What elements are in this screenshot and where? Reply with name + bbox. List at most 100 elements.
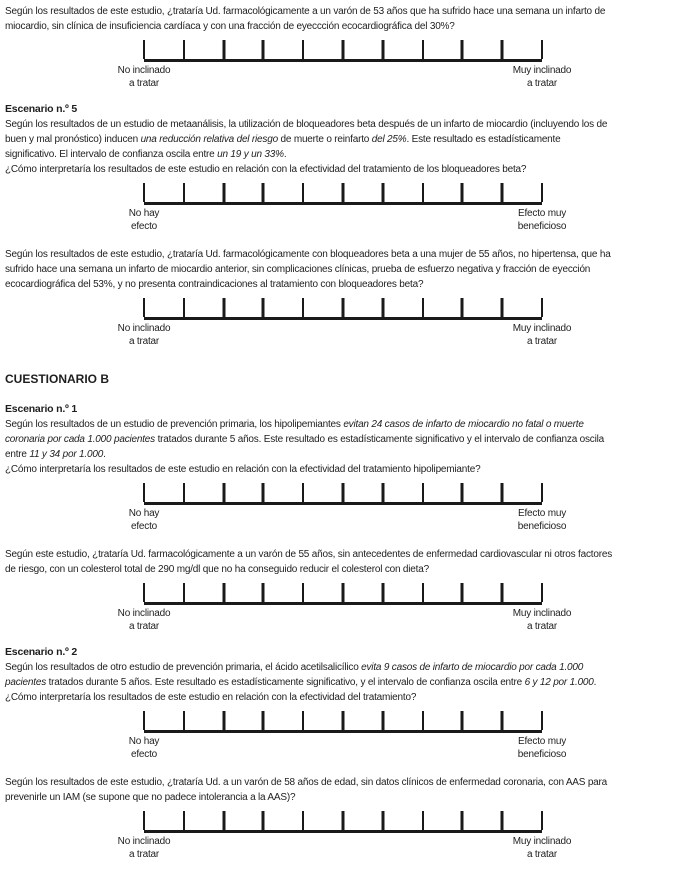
scale-tick xyxy=(381,483,385,502)
scale-tick xyxy=(541,183,543,202)
text-line: prevenirle un IAM (se supone que no pade… xyxy=(5,792,296,803)
scale-tick xyxy=(541,298,543,317)
text-line: Según este estudio, ¿trataría Ud. farmac… xyxy=(5,549,613,560)
scale-left-label-line2: a tratar xyxy=(128,78,160,89)
scale-tick xyxy=(182,711,185,730)
scenario-1-heading: Escenario n.º 1 xyxy=(5,403,78,415)
scale-left-label-line1: No hay xyxy=(128,736,160,747)
scale-left-label: No inclinado a tratar xyxy=(79,322,209,348)
scale-left-label-line1: No hay xyxy=(128,508,160,519)
vas-scale-ticks xyxy=(143,583,543,605)
vas-scale-treat-intro: No inclinado a tratar Muy inclinado a tr… xyxy=(118,40,571,90)
scale-tick xyxy=(222,298,226,317)
text-line: ¿Cómo interpretaría los resultados de es… xyxy=(5,692,417,703)
vas-scale-effect-scenario5: No hay efecto Efecto muy beneficioso xyxy=(129,183,567,233)
scale-tick xyxy=(261,811,265,830)
scale-tick xyxy=(460,583,464,602)
scale-tick xyxy=(500,298,504,317)
scale-tick xyxy=(143,40,145,59)
scale-tick xyxy=(460,711,464,730)
text-line: significativo. El intervalo de confianza… xyxy=(5,149,287,160)
scenario-2-followup: Según los resultados de este estudio, ¿t… xyxy=(5,775,681,805)
scale-right-label-line2: beneficioso xyxy=(517,221,567,232)
scenario-2-body: Según los resultados de otro estudio de … xyxy=(5,660,681,705)
vas-scale-labels: No inclinado a tratar Muy inclinado a tr… xyxy=(118,607,572,633)
vas-scale-ticks xyxy=(143,811,543,833)
scale-right-label-line2: a tratar xyxy=(526,621,558,632)
scale-tick xyxy=(222,183,226,202)
scale-left-label: No inclinado a tratar xyxy=(79,607,209,633)
scale-tick xyxy=(500,711,504,730)
scale-tick xyxy=(381,583,385,602)
scale-right-label-line2: a tratar xyxy=(526,336,558,347)
scale-tick xyxy=(222,811,226,830)
scale-right-label-line2: a tratar xyxy=(526,78,558,89)
scale-right-label: Efecto muy beneficioso xyxy=(477,207,607,233)
text-line: entre 11 y 34 por 1.000. xyxy=(5,449,106,460)
scale-tick xyxy=(460,183,464,202)
scale-tick xyxy=(302,811,305,830)
vas-scale-treat-scenario5: No inclinado a tratar Muy inclinado a tr… xyxy=(118,298,572,348)
scale-right-label-line1: Efecto muy xyxy=(517,508,567,519)
scale-tick xyxy=(341,298,345,317)
scale-tick xyxy=(381,183,385,202)
scale-tick xyxy=(421,40,424,59)
scale-tick xyxy=(302,483,305,502)
text-line: sufrido hace una semana un infarto de mi… xyxy=(5,264,591,275)
scale-tick xyxy=(341,483,345,502)
scale-tick xyxy=(143,711,145,730)
vas-scale-treat-scenario1: No inclinado a tratar Muy inclinado a tr… xyxy=(118,583,572,633)
text-line: ecocardiográfica del 53%, y no presenta … xyxy=(5,279,424,290)
scale-tick xyxy=(222,40,226,59)
scale-left-label-line1: No inclinado xyxy=(117,65,171,76)
scale-tick xyxy=(341,183,345,202)
scale-tick xyxy=(460,811,464,830)
vas-scale-labels: No hay efecto Efecto muy beneficioso xyxy=(129,207,567,233)
scale-tick xyxy=(500,811,504,830)
scale-right-label-line1: Efecto muy xyxy=(517,208,567,219)
vas-scale-labels: No inclinado a tratar Muy inclinado a tr… xyxy=(118,322,572,348)
scale-tick xyxy=(261,583,265,602)
scale-tick xyxy=(182,183,185,202)
scale-tick xyxy=(143,298,145,317)
scale-left-label-line2: a tratar xyxy=(128,849,160,860)
scale-tick xyxy=(421,183,424,202)
text-line: pacientes tratados durante 5 años. Este … xyxy=(5,677,597,688)
vas-scale-effect-scenario2: No hay efecto Efecto muy beneficioso xyxy=(129,711,566,761)
vas-scale-ticks xyxy=(143,40,543,62)
scale-tick xyxy=(381,298,385,317)
scenario-5-heading: Escenario n.º 5 xyxy=(5,103,78,115)
scale-tick xyxy=(500,483,504,502)
scale-tick xyxy=(222,583,226,602)
scale-tick xyxy=(261,483,265,502)
scenario-5-followup: Según los resultados de este estudio, ¿t… xyxy=(5,247,681,292)
vas-scale-ticks xyxy=(143,183,543,205)
vas-scale-ticks xyxy=(143,483,543,505)
text-line: Según los resultados de este estudio, ¿t… xyxy=(5,777,608,788)
scale-tick xyxy=(261,40,265,59)
scale-left-label-line2: a tratar xyxy=(128,621,160,632)
scale-tick xyxy=(460,483,464,502)
scale-right-label: Efecto muy beneficioso xyxy=(477,735,607,761)
scale-right-label: Muy inclinado a tratar xyxy=(477,64,607,90)
scale-tick xyxy=(381,40,385,59)
scale-tick xyxy=(143,583,145,602)
scale-tick xyxy=(421,583,424,602)
scale-tick xyxy=(541,483,543,502)
scale-tick xyxy=(302,183,305,202)
scale-left-label: No hay efecto xyxy=(79,735,209,761)
scale-right-label-line1: Muy inclinado xyxy=(512,323,572,334)
text-line: de riesgo, con un colesterol total de 29… xyxy=(5,564,429,575)
scale-left-label: No hay efecto xyxy=(79,507,209,533)
scale-tick xyxy=(182,811,185,830)
scale-tick xyxy=(541,811,543,830)
vas-scale-labels: No inclinado a tratar Muy inclinado a tr… xyxy=(118,835,572,861)
scale-tick xyxy=(460,40,464,59)
text-line: Según los resultados de un estudio de me… xyxy=(5,119,608,130)
scale-tick xyxy=(222,483,226,502)
scale-left-label-line1: No inclinado xyxy=(117,836,171,847)
scale-tick xyxy=(421,298,424,317)
scenario-5-body: Según los resultados de un estudio de me… xyxy=(5,117,681,177)
scale-tick xyxy=(222,711,226,730)
